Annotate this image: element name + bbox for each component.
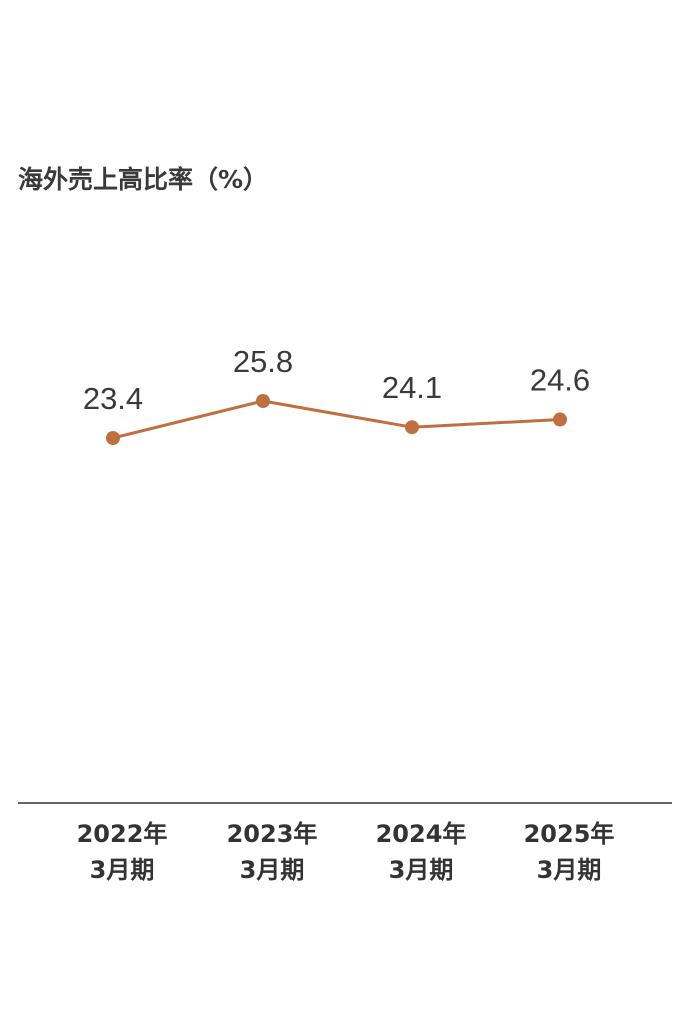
x-tick-label: 2022年 [77, 820, 168, 848]
x-tick-label: 3月期 [537, 856, 602, 884]
data-label: 23.4 [83, 381, 143, 416]
data-point [553, 412, 567, 427]
data-point [106, 431, 120, 445]
x-tick-label: 3月期 [90, 856, 155, 884]
x-tick-label: 2025年 [524, 820, 615, 848]
x-tick-label: 2024年 [376, 820, 467, 848]
x-tick-label: 3月期 [389, 856, 454, 884]
x-tick-label: 2023年 [227, 820, 318, 848]
data-point [256, 394, 270, 408]
data-label: 25.8 [233, 344, 293, 379]
chart-title: 海外売上高比率（%） [18, 165, 269, 194]
series-line [112, 399, 561, 440]
data-label: 24.6 [530, 363, 590, 398]
data-point [405, 420, 419, 435]
data-label: 24.1 [382, 370, 442, 405]
x-tick-label: 3月期 [240, 856, 305, 884]
